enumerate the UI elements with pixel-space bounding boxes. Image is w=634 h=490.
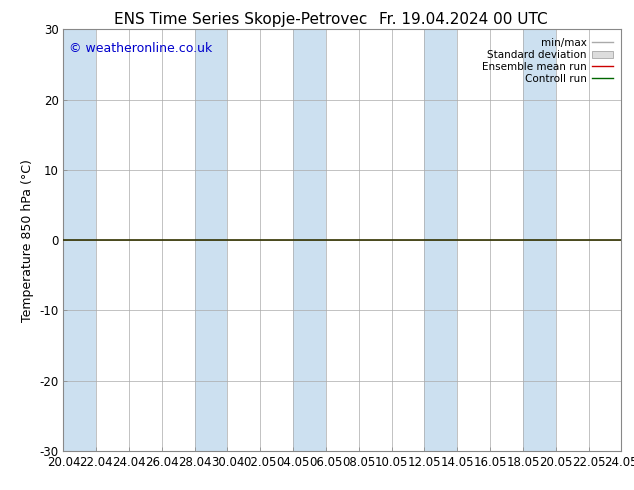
Text: Fr. 19.04.2024 00 UTC: Fr. 19.04.2024 00 UTC: [378, 12, 547, 27]
Y-axis label: Temperature 850 hPa (°C): Temperature 850 hPa (°C): [21, 159, 34, 321]
Legend: min/max, Standard deviation, Ensemble mean run, Controll run: min/max, Standard deviation, Ensemble me…: [479, 35, 616, 87]
Text: © weatheronline.co.uk: © weatheronline.co.uk: [69, 42, 212, 55]
Bar: [523, 29, 555, 451]
Bar: [424, 29, 457, 451]
Bar: [293, 29, 326, 451]
Bar: [63, 29, 96, 451]
Text: ENS Time Series Skopje-Petrovec: ENS Time Series Skopje-Petrovec: [114, 12, 368, 27]
Bar: [195, 29, 228, 451]
